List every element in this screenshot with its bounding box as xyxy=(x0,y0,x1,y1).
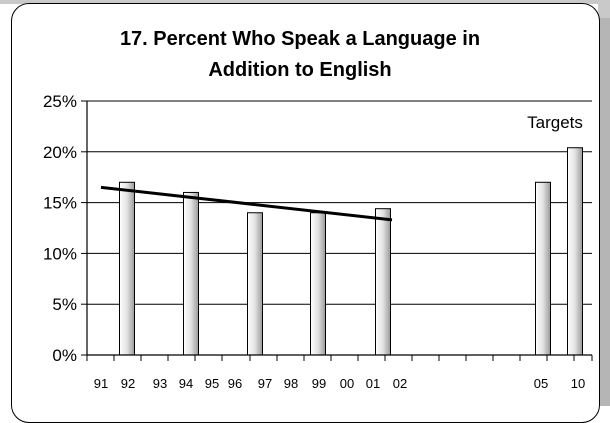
background-strip-right-top xyxy=(598,0,610,18)
targets-annotation: Targets xyxy=(527,113,583,132)
background-strip-top xyxy=(0,0,610,4)
x-tick-label: 10 xyxy=(571,376,585,391)
x-tick-label: 99 xyxy=(312,376,326,391)
x-tick-label: 97 xyxy=(258,376,272,391)
trend-line xyxy=(100,185,393,222)
y-tick-label: 25% xyxy=(43,92,77,111)
y-tick-label: 0% xyxy=(52,346,77,365)
bar xyxy=(535,181,551,356)
bar xyxy=(183,191,199,356)
chart-frame xyxy=(11,3,600,423)
x-tick-label: 92 xyxy=(121,376,135,391)
x-tick-label: 96 xyxy=(228,376,242,391)
x-tick-label: 95 xyxy=(205,376,219,391)
background-strip-right xyxy=(598,0,610,406)
bar xyxy=(119,181,135,356)
x-tick-label: 91 xyxy=(94,376,108,391)
y-tick-label: 20% xyxy=(43,143,77,162)
y-tick-label: 5% xyxy=(52,295,77,314)
y-tick-label: 15% xyxy=(43,194,77,213)
chart-title-line-1: 17. Percent Who Speak a Language in xyxy=(120,28,480,50)
x-tick-label: 02 xyxy=(393,376,407,391)
x-tick-label: 93 xyxy=(153,376,167,391)
bar xyxy=(567,147,583,356)
chart-title-line-2: Addition to English xyxy=(208,59,391,81)
bar xyxy=(247,212,263,356)
bar xyxy=(310,212,326,356)
x-tick-label: 05 xyxy=(534,376,548,391)
x-tick-label: 94 xyxy=(179,376,193,391)
bar xyxy=(375,208,391,356)
chart: 17. Percent Who Speak a Language in Addi… xyxy=(43,28,593,391)
y-tick-label: 10% xyxy=(43,244,77,263)
x-tick-label: 98 xyxy=(284,376,298,391)
x-tick-label: 00 xyxy=(340,376,354,391)
x-tick-label: 01 xyxy=(366,376,380,391)
